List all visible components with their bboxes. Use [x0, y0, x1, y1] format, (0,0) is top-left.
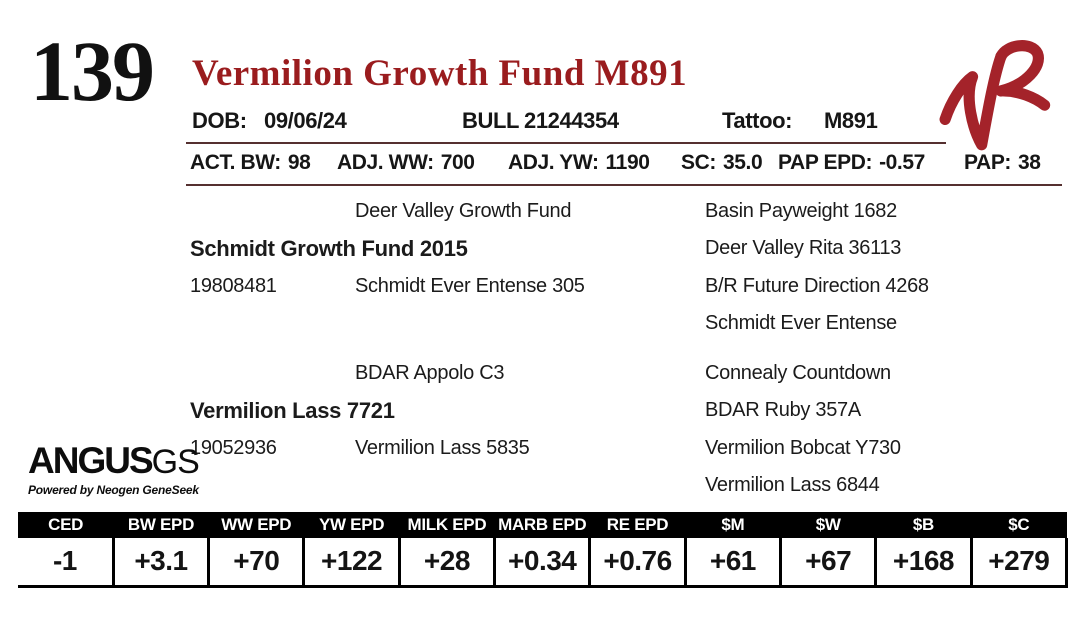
stat-value: 38: [1018, 151, 1041, 174]
epd-value-row: -1 +3.1 +70 +122 +28 +0.34 +0.76 +61 +67…: [18, 538, 1069, 588]
tattoo-value: M891: [824, 108, 878, 133]
stat-label: ADJ. WW:: [337, 151, 434, 174]
pedigree-dam-reg: 19052936: [190, 437, 277, 459]
epd-col-header: MILK EPD: [399, 512, 495, 538]
epd-value: +70: [208, 538, 306, 588]
dob-value: 09/06/24: [264, 108, 347, 133]
angus-gs-logo: ANGUSGS Powered by Neogen GeneSeek: [28, 440, 200, 497]
epd-col-header: YW EPD: [303, 512, 400, 538]
angus-gs-wordmark: ANGUSGS: [28, 440, 200, 482]
divider-line-bottom: [186, 184, 1062, 186]
vermilion-ranch-brand-icon: [939, 40, 1051, 151]
pedigree-dam-of-sire: Schmidt Ever Entense 305: [355, 275, 585, 297]
epd-col-header: $W: [780, 512, 876, 538]
epd-value: +0.34: [494, 538, 592, 588]
stat-adj-yw: ADJ. YW: 1190: [508, 151, 650, 175]
epd-value: +122: [303, 538, 401, 588]
stat-pap-epd: PAP EPD: -0.57: [778, 151, 925, 175]
pedigree-ancestor: Vermilion Bobcat Y730: [705, 437, 901, 459]
pedigree-dam-name: Vermilion Lass 7721: [190, 398, 395, 423]
epd-value: +168: [875, 538, 973, 588]
dob-label: DOB:: [192, 108, 247, 133]
pedigree-ancestor: B/R Future Direction 4268: [705, 275, 929, 297]
stat-act-bw: ACT. BW: 98: [190, 151, 311, 175]
angus-text: ANGUS: [28, 440, 154, 481]
epd-col-header: BW EPD: [113, 512, 209, 538]
pedigree-dam-of-dam: Vermilion Lass 5835: [355, 437, 530, 459]
epd-value: +3.1: [113, 538, 211, 588]
tattoo-label: Tattoo:: [722, 108, 793, 133]
epd-value: +279: [971, 538, 1069, 588]
gs-text: GS: [151, 443, 200, 481]
stat-adj-ww: ADJ. WW: 700: [337, 151, 475, 175]
pedigree-sire-name: Schmidt Growth Fund 2015: [190, 236, 468, 261]
pedigree-sire-of-dam: BDAR Appolo C3: [355, 362, 505, 384]
epd-value: +0.76: [589, 538, 687, 588]
epd-value: -1: [18, 538, 115, 588]
stat-label: ACT. BW:: [190, 151, 281, 174]
pedigree-ancestor: BDAR Ruby 357A: [705, 399, 861, 421]
stat-value: 700: [440, 151, 475, 174]
epd-col-header: MARB EPD: [494, 512, 590, 538]
pedigree-ancestor: Connealy Countdown: [705, 362, 891, 384]
epd-col-header: RE EPD: [589, 512, 686, 538]
lot-number: 139: [30, 23, 155, 119]
stat-label: PAP EPD:: [778, 151, 873, 174]
epd-value: +67: [780, 538, 878, 588]
epd-col-header: $M: [685, 512, 781, 538]
epd-col-header: CED: [18, 512, 114, 538]
stat-value: 35.0: [722, 151, 763, 174]
stat-pap: PAP: 38: [964, 151, 1041, 175]
epd-header-row: CED BW EPD WW EPD YW EPD MILK EPD MARB E…: [18, 512, 1067, 538]
stat-value: 1190: [605, 151, 650, 174]
pedigree-ancestor: Schmidt Ever Entense: [705, 312, 897, 334]
stat-label: PAP:: [964, 151, 1012, 174]
epd-value: +28: [399, 538, 497, 588]
stat-value: 98: [287, 151, 311, 174]
pedigree-sire-of-sire: Deer Valley Growth Fund: [355, 200, 572, 222]
epd-col-header: $C: [971, 512, 1067, 538]
pedigree-ancestor: Basin Payweight 1682: [705, 200, 897, 222]
epd-value: +61: [685, 538, 783, 588]
pedigree-ancestor: Vermilion Lass 6844: [705, 474, 880, 496]
epd-col-header: WW EPD: [208, 512, 304, 538]
epd-table: CED BW EPD WW EPD YW EPD MILK EPD MARB E…: [18, 512, 1069, 588]
angus-gs-tagline: Powered by Neogen GeneSeek: [28, 483, 199, 497]
registration-number: 21244354: [524, 108, 619, 133]
stat-value: -0.57: [879, 151, 925, 174]
pedigree-ancestor: Deer Valley Rita 36113: [705, 237, 902, 259]
page-title: Vermilion Growth Fund M891: [192, 53, 688, 94]
sex-label: BULL: [462, 108, 520, 133]
pedigree-sire-reg: 19808481: [190, 275, 277, 297]
stat-sc: SC: 35.0: [681, 151, 763, 175]
stat-label: SC:: [681, 151, 716, 174]
divider-line-top: [186, 142, 946, 144]
stat-label: ADJ. YW:: [508, 151, 599, 174]
epd-col-header: $B: [875, 512, 972, 538]
